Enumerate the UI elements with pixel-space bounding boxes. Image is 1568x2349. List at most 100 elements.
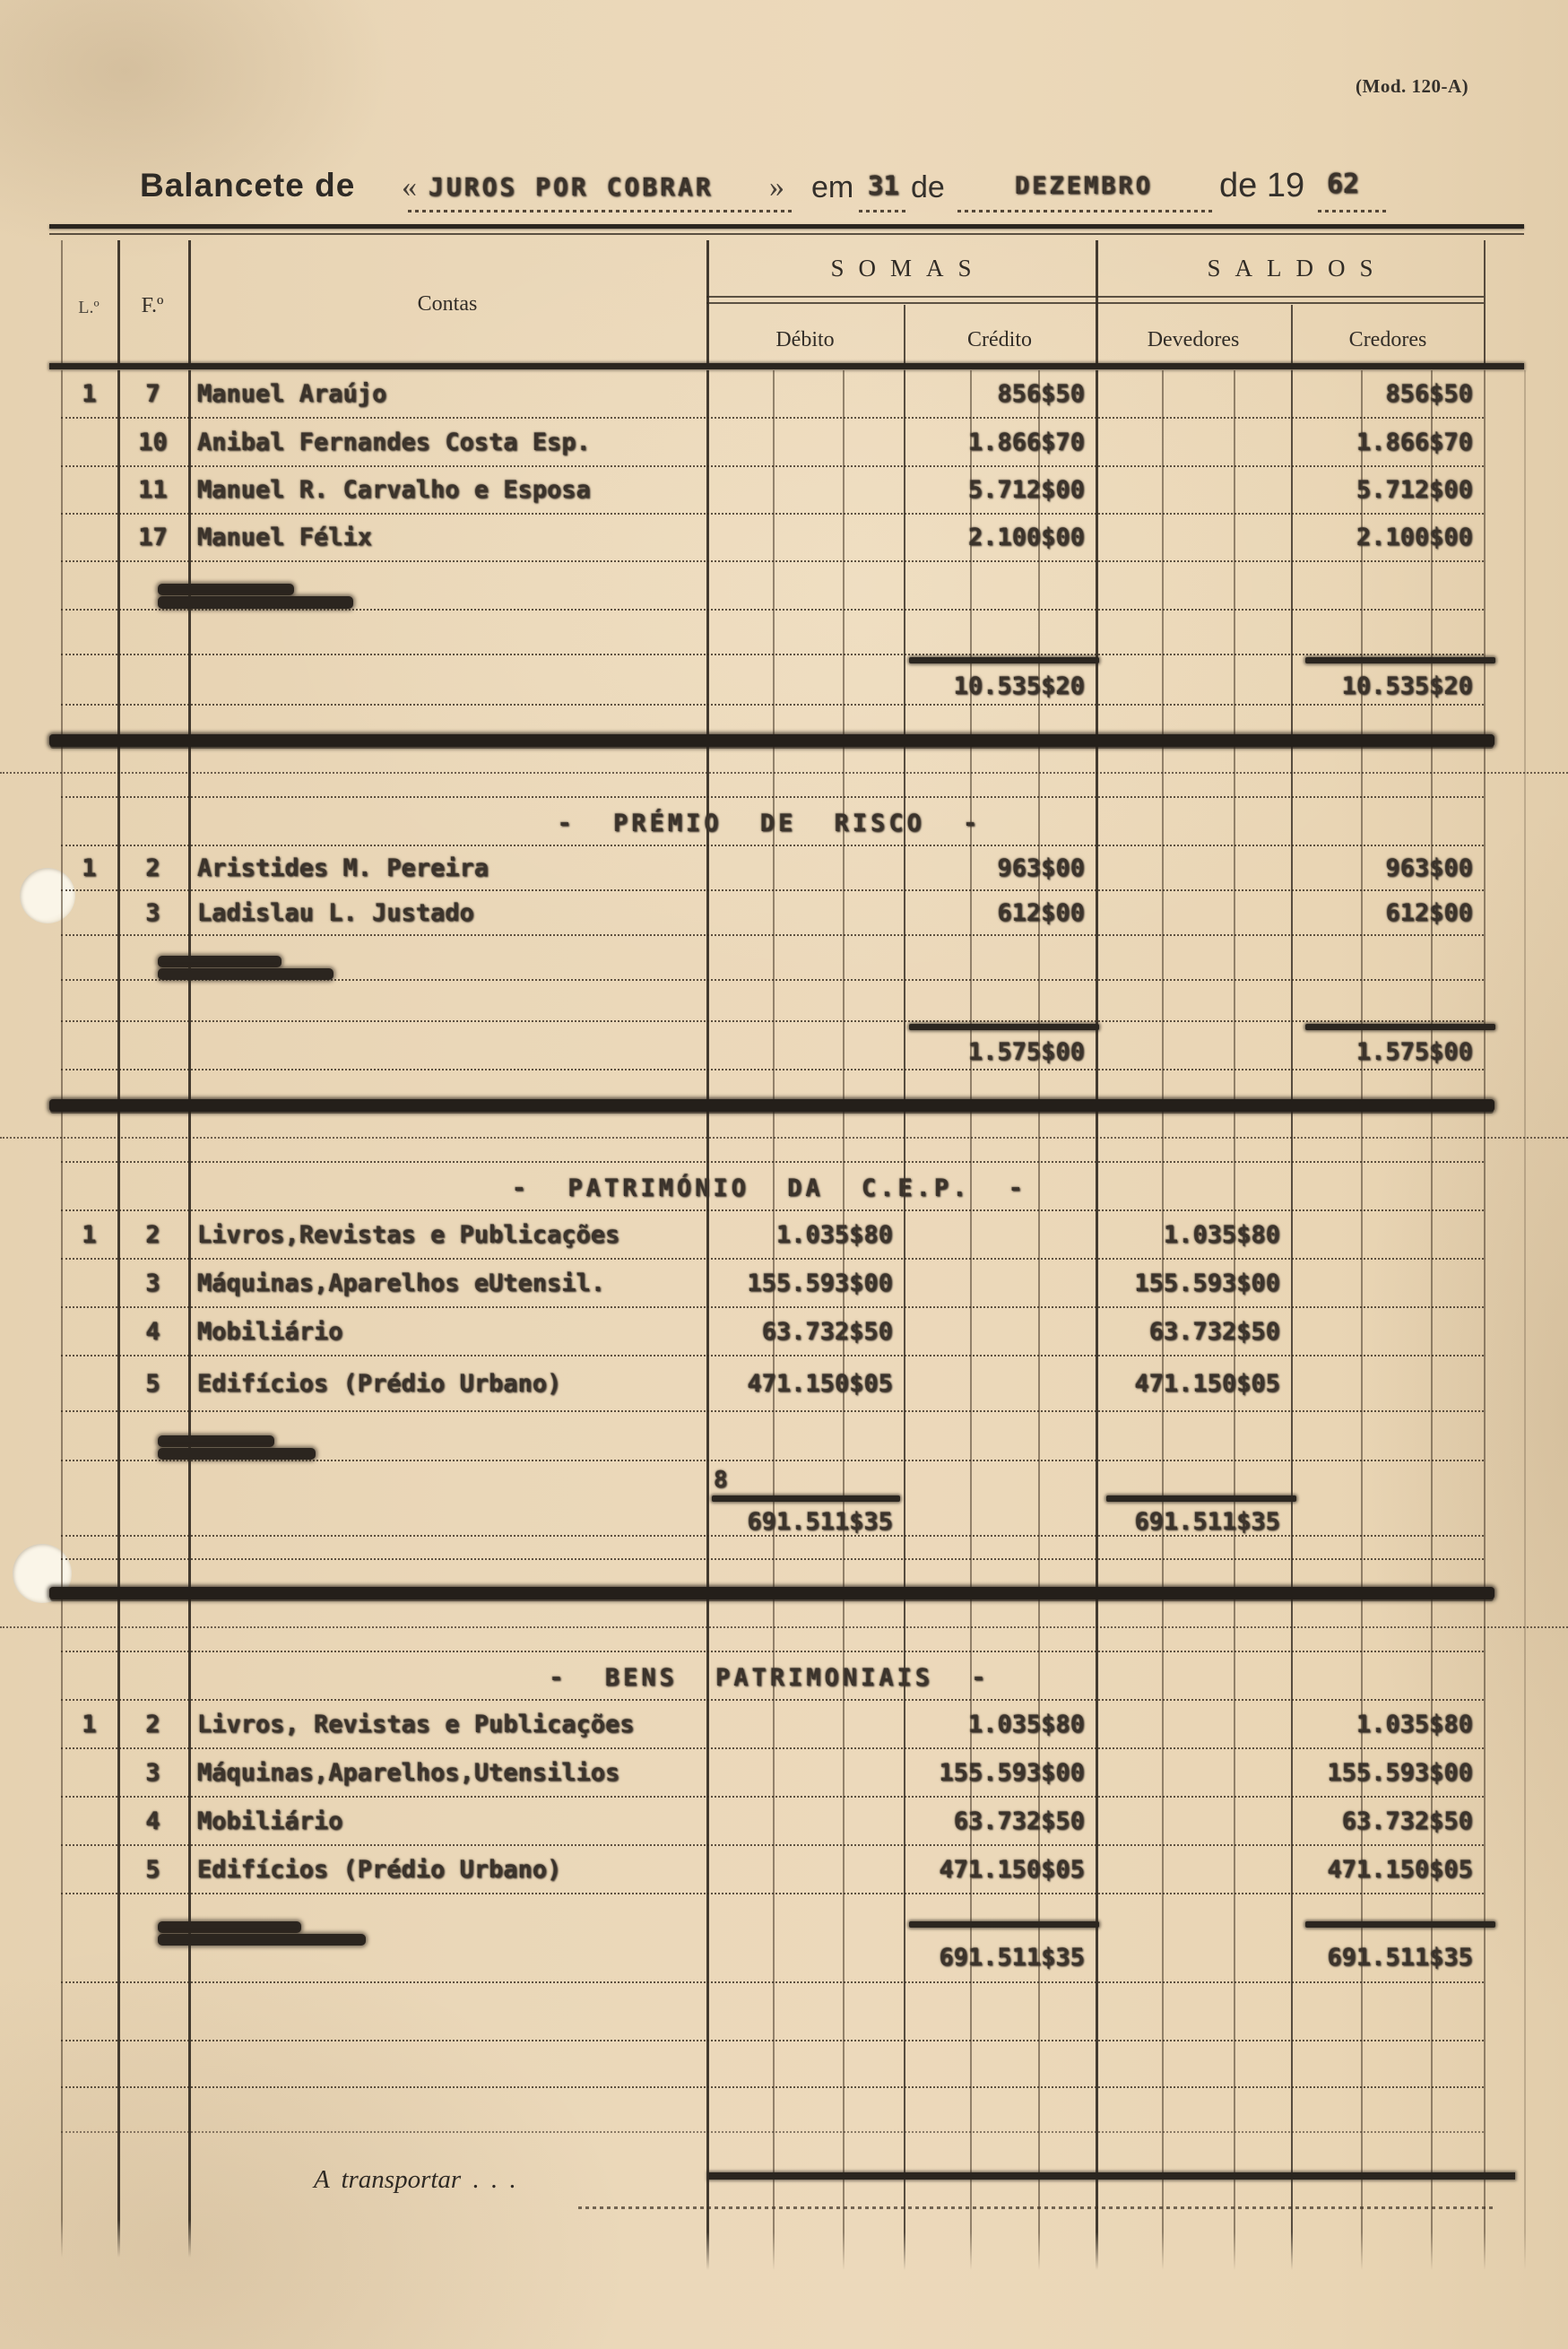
account-name: Mobiliário [197, 1317, 343, 1346]
folio-no: 2 [145, 1710, 160, 1738]
credores-amount: 471.150$05 [1327, 1855, 1473, 1884]
section-heading-row: - PRÉMIO DE RISCO - [61, 798, 1484, 846]
title-prefix: Balancete de [140, 167, 356, 204]
debito-amount: 1.035$80 [775, 1220, 893, 1249]
sum-rule [1305, 1921, 1495, 1928]
grid-vline [61, 370, 63, 2258]
crossed-out-entry-smudge [158, 596, 353, 609]
grid-vline [1431, 370, 1433, 2270]
grid-vline [117, 240, 120, 370]
credores-amount: 5.712$00 [1356, 476, 1473, 504]
account-name: Edifícios (Prédio Urbano) [197, 1855, 562, 1884]
folio-no: 11 [138, 476, 168, 504]
group-header-saldos: SALDOS [1207, 255, 1388, 282]
credores-total: 10.535$20 [1341, 672, 1473, 700]
table-row: 3 Máquinas,Aparelhos,Utensilios 155.593$… [61, 1749, 1484, 1798]
table-row: 17 Manuel Félix 2.100$00 2.100$00 [61, 515, 1484, 562]
debito-amount: 155.593$00 [747, 1269, 893, 1297]
title-year-typed: 62 [1327, 169, 1360, 200]
account-name: Edifícios (Prédio Urbano) [197, 1369, 562, 1398]
section-heading-row: - BENS PATRIMONIAIS - [61, 1652, 1484, 1701]
crossed-out-entry-smudge [158, 1934, 366, 1946]
table-header: L.º F.º Contas SOMAS SALDOS Débito Crédi… [0, 240, 1568, 370]
debito-amount: 471.150$05 [747, 1369, 893, 1398]
hole-punch [20, 868, 75, 923]
credito-amount: 471.150$05 [939, 1855, 1085, 1884]
title-underline [408, 210, 793, 212]
folio-no: 5 [145, 1855, 160, 1884]
devedores-amount: 63.732$50 [1148, 1317, 1280, 1346]
section-divider-bar [49, 1587, 1494, 1599]
sum-rule [1305, 657, 1495, 663]
crossed-out-entry-smudge [158, 1921, 301, 1933]
crossed-out-row [61, 1412, 1484, 1461]
account-name: Livros, Revistas e Publicações [197, 1710, 635, 1738]
credores-amount: 2.100$00 [1356, 524, 1473, 551]
devedores-amount: 471.150$05 [1134, 1369, 1280, 1398]
crossed-out-row [61, 562, 1484, 611]
section-heading: - PRÉMIO DE RISCO - [557, 810, 982, 837]
sum-rule [1106, 1495, 1296, 1502]
devedores-total [1096, 1919, 1291, 1958]
account-name: Manuel Félix [197, 524, 373, 551]
credores-total [1291, 1476, 1484, 1522]
ledger-no: 1 [82, 379, 97, 408]
credores-amount: 856$50 [1385, 379, 1473, 408]
carry-dotline [578, 2206, 1493, 2209]
empty-row [61, 1139, 1484, 1163]
account-name: Máquinas,Aparelhos eUtensil. [197, 1269, 606, 1297]
ledger-no: 1 [82, 854, 97, 882]
credito-amount: 155.593$00 [939, 1758, 1085, 1787]
carry-rule [708, 2172, 1515, 2180]
crossed-out-entry-smudge [158, 968, 334, 980]
grid-vline [188, 240, 191, 370]
crossed-out-entry-smudge [158, 956, 282, 967]
title-rule [49, 224, 1524, 229]
section-heading: - PATRIMÓNIO DA C.E.P. - [511, 1174, 1027, 1202]
credito-amount: 856$50 [997, 379, 1085, 408]
account-name: Máquinas,Aparelhos,Utensilios [197, 1758, 620, 1787]
folio-no: 2 [145, 1220, 160, 1249]
folio-no: 2 [145, 854, 160, 882]
grid-vline [117, 370, 120, 2258]
total-row: 691.511$35 691.511$35 [61, 1894, 1495, 1983]
grid-vline [1038, 370, 1040, 2270]
col-header-devedores: Devedores [1147, 328, 1240, 351]
credores-amount: 155.593$00 [1327, 1758, 1473, 1787]
total-row: 8 691.511$35 691.511$35 [61, 1461, 1484, 1537]
debito-total: 691.511$35 [747, 1508, 893, 1536]
credito-amount: 2.100$00 [967, 524, 1085, 551]
grid-vline [1291, 305, 1293, 370]
grid-vline [1484, 240, 1486, 370]
grid-vline [61, 240, 63, 370]
devedores-total: 691.511$35 [1134, 1508, 1280, 1536]
header-double-rule [706, 296, 1484, 298]
title-month-typed: DEZEMBRO [1015, 172, 1154, 200]
section-divider-bar [49, 734, 1494, 747]
crossed-out-entry-smudge [158, 584, 294, 595]
grid-vline [843, 370, 845, 2270]
empty-row [61, 774, 1484, 798]
folio-no: 4 [145, 1317, 160, 1346]
ledger-no: 1 [82, 1220, 97, 1249]
debito-total [706, 673, 904, 686]
title-de19: de 19 [1219, 167, 1305, 204]
sum-rule [1305, 1024, 1495, 1030]
open-guillemet: « [402, 170, 417, 204]
title-underline [1318, 210, 1388, 212]
table-row: 10 Anibal Fernandes Costa Esp. 1.866$70 … [61, 419, 1484, 467]
table-row: 3 Máquinas,Aparelhos eUtensil. 155.593$0… [61, 1260, 1484, 1308]
header-bottom-rule [49, 363, 1524, 369]
grid-vline [1234, 370, 1235, 2270]
credores-amount: 1.035$80 [1356, 1710, 1473, 1738]
table-row: 4 Mobiliário 63.732$50 63.732$50 [61, 1798, 1484, 1846]
grid-vline [1484, 370, 1486, 2270]
credores-amount: 63.732$50 [1341, 1807, 1473, 1835]
credito-amount: 1.866$70 [967, 428, 1085, 456]
account-name: Mobiliário [197, 1807, 343, 1835]
table-row: 11 Manuel R. Carvalho e Esposa 5.712$00 … [61, 467, 1484, 515]
credito-total [904, 1476, 1096, 1522]
sum-rule [909, 1921, 1099, 1928]
devedores-total [1096, 1039, 1291, 1052]
devedores-total [1096, 673, 1291, 686]
